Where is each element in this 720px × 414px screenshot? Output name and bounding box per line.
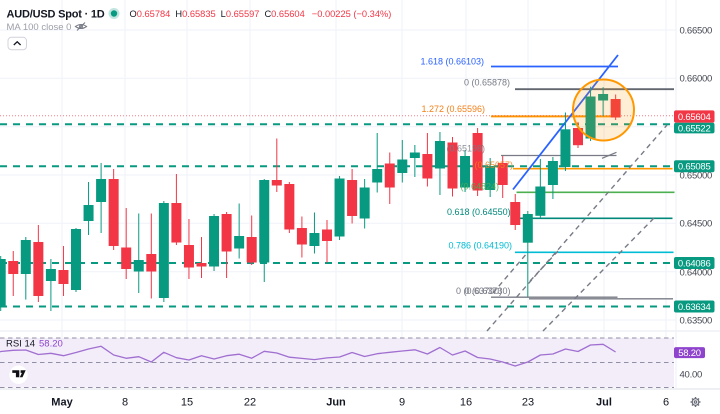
svg-text:0.65522: 0.65522 <box>678 124 711 135</box>
svg-text:RSI 14: RSI 14 <box>6 339 35 350</box>
svg-text:0.64086: 0.64086 <box>678 258 711 269</box>
svg-text:0.66000: 0.66000 <box>680 73 713 84</box>
svg-text:May: May <box>51 397 73 409</box>
svg-text:(0.65198): (0.65198) <box>446 143 485 153</box>
svg-text:1.272 (0.65596): 1.272 (0.65596) <box>421 104 485 114</box>
svg-text:0.66500: 0.66500 <box>680 25 713 36</box>
svg-text:40.00: 40.00 <box>680 369 703 380</box>
svg-text:58.20: 58.20 <box>39 339 63 350</box>
svg-text:22: 22 <box>244 397 256 409</box>
svg-text:MA 100 close 0: MA 100 close 0 <box>7 22 72 33</box>
svg-text:0.64500: 0.64500 <box>680 218 713 229</box>
svg-text:0 (0.63700): 0 (0.63700) <box>456 286 502 296</box>
svg-text:0.63500: 0.63500 <box>680 315 713 326</box>
svg-text:58.20: 58.20 <box>678 348 701 359</box>
svg-text:Jul: Jul <box>596 397 612 409</box>
svg-text:Jun: Jun <box>326 397 346 409</box>
svg-text:0.786 (0.64190): 0.786 (0.64190) <box>448 241 512 251</box>
svg-text:(0.64824): (0.64824) <box>460 182 499 192</box>
svg-text:AUD/USD Spot · 1D: AUD/USD Spot · 1D <box>7 8 105 20</box>
svg-text:0.63634: 0.63634 <box>678 302 711 313</box>
svg-text:0 (0.65878): 0 (0.65878) <box>464 78 510 88</box>
svg-text:9: 9 <box>399 397 405 409</box>
svg-text:23: 23 <box>522 397 534 409</box>
svg-text:1.618 (0.66103): 1.618 (0.66103) <box>420 56 484 66</box>
svg-text:8: 8 <box>122 397 128 409</box>
svg-text:0.65085: 0.65085 <box>678 162 711 173</box>
svg-text:0 (0.63730): 0 (0.63730) <box>464 286 510 296</box>
svg-text:0.618 (0.64550): 0.618 (0.64550) <box>447 207 511 217</box>
svg-text:6: 6 <box>663 397 669 409</box>
svg-text:(0.65057): (0.65057) <box>474 160 513 170</box>
svg-text:16: 16 <box>460 397 472 409</box>
svg-text:0.65000: 0.65000 <box>680 170 713 181</box>
svg-text:0.64000: 0.64000 <box>680 267 713 278</box>
svg-text:0.65604: 0.65604 <box>678 112 711 123</box>
svg-text:15: 15 <box>181 397 193 409</box>
